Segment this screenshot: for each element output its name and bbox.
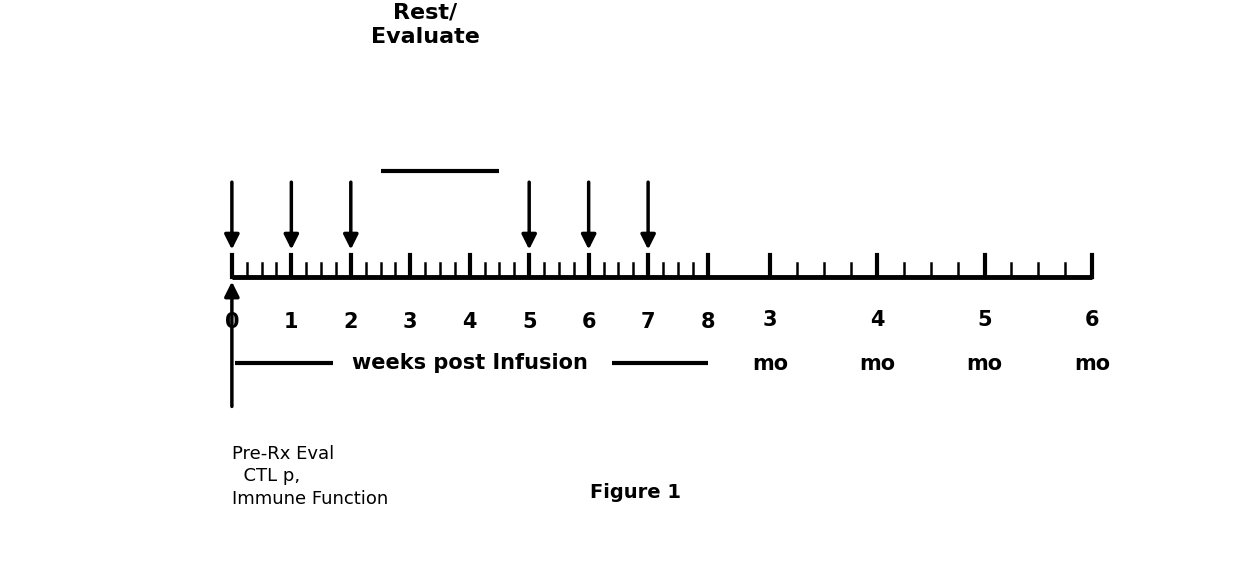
Text: 0: 0 <box>224 312 239 332</box>
Text: weeks post Infusion: weeks post Infusion <box>352 353 588 373</box>
Text: 7: 7 <box>641 312 656 332</box>
Text: 1: 1 <box>284 312 299 332</box>
Text: 6: 6 <box>582 312 596 332</box>
Text: mo: mo <box>1074 354 1110 374</box>
Text: 4: 4 <box>463 312 477 332</box>
Text: mo: mo <box>967 354 1003 374</box>
Text: 8: 8 <box>701 312 714 332</box>
Text: Figure 1: Figure 1 <box>590 483 681 502</box>
Text: mo: mo <box>859 354 895 374</box>
Text: 5: 5 <box>522 312 537 332</box>
Text: 3: 3 <box>403 312 418 332</box>
Text: Pre-Rx Eval
  CTL p,
Immune Function: Pre-Rx Eval CTL p, Immune Function <box>232 444 388 509</box>
Text: 2: 2 <box>343 312 358 332</box>
Text: CMV CTL
Infusion: CMV CTL Infusion <box>534 0 644 3</box>
Text: 4: 4 <box>870 310 884 329</box>
Text: Rest/
Evaluate: Rest/ Evaluate <box>371 2 480 48</box>
Text: 6: 6 <box>1085 310 1099 329</box>
Text: mo: mo <box>751 354 789 374</box>
Text: 3: 3 <box>763 310 777 329</box>
Text: CMV CTL
Infusion: CMV CTL Infusion <box>237 0 346 3</box>
Text: 5: 5 <box>977 310 992 329</box>
